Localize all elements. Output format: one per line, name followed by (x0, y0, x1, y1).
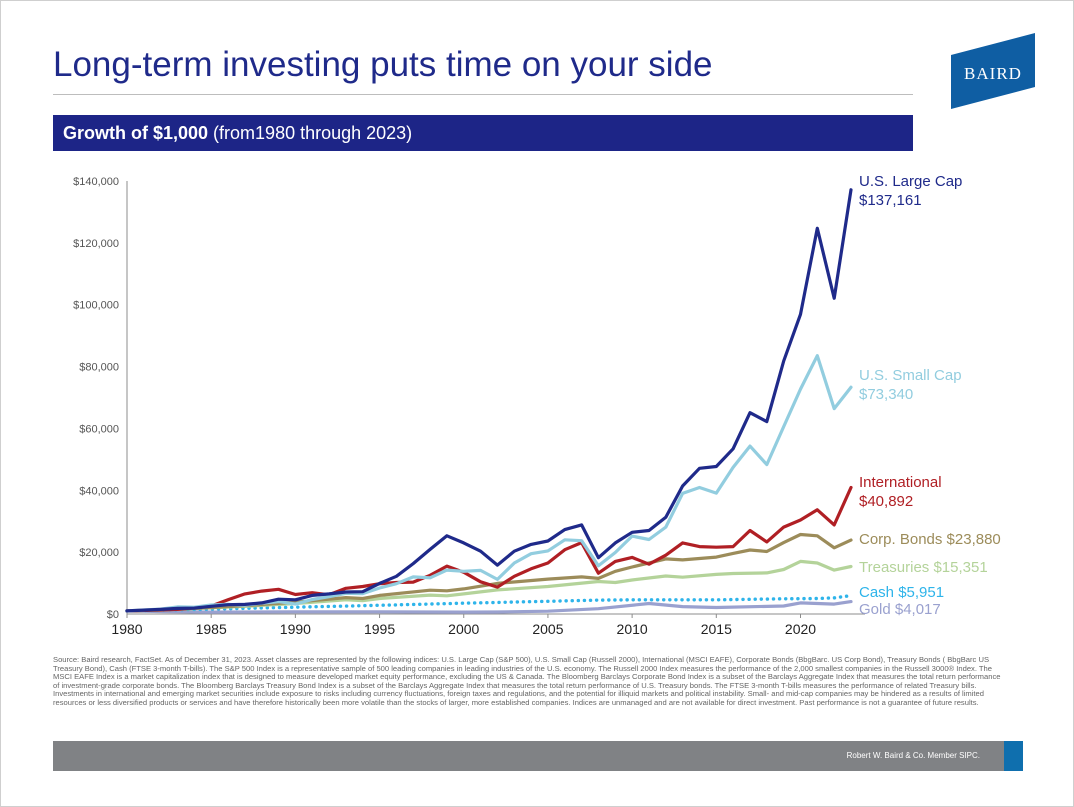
footer-accent (1004, 741, 1023, 771)
series-value-international: $40,892 (859, 493, 913, 510)
page-title: Long-term investing puts time on your si… (53, 45, 713, 84)
y-tick-label: $60,000 (79, 423, 119, 435)
subtitle-bold: Growth of $1,000 (63, 123, 209, 143)
series-name-cash: Cash (859, 584, 898, 601)
series-label-corp-bonds: Corp. Bonds $23,880 (859, 531, 1001, 548)
x-tick-label: 1980 (111, 621, 142, 637)
y-tick-label: $20,000 (79, 547, 119, 559)
y-tick-label: $120,000 (73, 238, 119, 250)
series-value-gold: $4,017 (895, 601, 941, 618)
footer-bar: Robert W. Baird & Co. Member SIPC. (53, 741, 1004, 771)
logo-text: BAIRD (964, 64, 1022, 83)
x-tick-label: 1985 (196, 621, 227, 637)
source-note: Source: Baird research, FactSet. As of D… (53, 655, 1001, 707)
baird-logo: BAIRD (951, 33, 1035, 109)
series-value-u-s-small-cap: $73,340 (859, 386, 913, 403)
series-name-gold: Gold (859, 601, 895, 618)
x-tick-label: 1990 (280, 621, 311, 637)
title-divider (53, 94, 913, 95)
x-axis: 1980 1985 1990 1995 2000 2005 2010 2015 2020 (111, 613, 865, 637)
series-line-cash (125, 593, 853, 613)
x-tick-label: 2020 (785, 621, 816, 637)
series-value-treasuries: $15,351 (933, 559, 987, 576)
series-label-cash: Cash $5,951 (859, 584, 944, 601)
series-label-treasuries: Treasuries $15,351 (859, 559, 988, 576)
x-tick-label: 2010 (617, 621, 648, 637)
series-label-international: International (859, 474, 942, 491)
x-tick-label: 2000 (448, 621, 479, 637)
series-value-u-s-large-cap: $137,161 (859, 192, 922, 209)
x-tick-label: 2015 (701, 621, 732, 637)
footer-text: Robert W. Baird & Co. Member SIPC. (846, 751, 980, 760)
y-tick-label: $80,000 (79, 362, 119, 374)
series-line-gold (125, 600, 853, 614)
y-tick-label: $100,000 (73, 300, 119, 312)
x-tick-label: 1995 (364, 621, 395, 637)
series-name-corp-bonds: Corp. Bonds (859, 531, 947, 548)
series-layer (125, 188, 853, 614)
series-name-treasuries: Treasuries (859, 559, 933, 576)
series-line-u-s-large-cap (125, 188, 853, 613)
series-line-international (125, 485, 853, 613)
series-label-gold: Gold $4,017 (859, 601, 941, 618)
x-tick-label: 2005 (532, 621, 563, 637)
y-axis: $0 $20,000 $40,000 $60,000 $80,000 $100,000 $1… (73, 176, 128, 621)
y-tick-label: $40,000 (79, 485, 119, 497)
y-tick-label: $140,000 (73, 176, 119, 188)
series-label-u-s-small-cap: U.S. Small Cap (859, 367, 962, 384)
y-tick-label: $0 (107, 609, 119, 621)
subtitle-rest: (from1980 through 2023) (208, 123, 413, 143)
subtitle-bar: Growth of $1,000 (from1980 through 2023) (53, 115, 913, 151)
series-label-u-s-large-cap: U.S. Large Cap (859, 173, 962, 190)
series-line-corp-bonds (125, 532, 853, 613)
series-value-cash: $5,951 (898, 584, 944, 601)
growth-chart: $0 $20,000 $40,000 $60,000 $80,000 $100,000 $1… (73, 173, 1001, 637)
series-value-corp-bonds: $23,880 (947, 531, 1001, 548)
